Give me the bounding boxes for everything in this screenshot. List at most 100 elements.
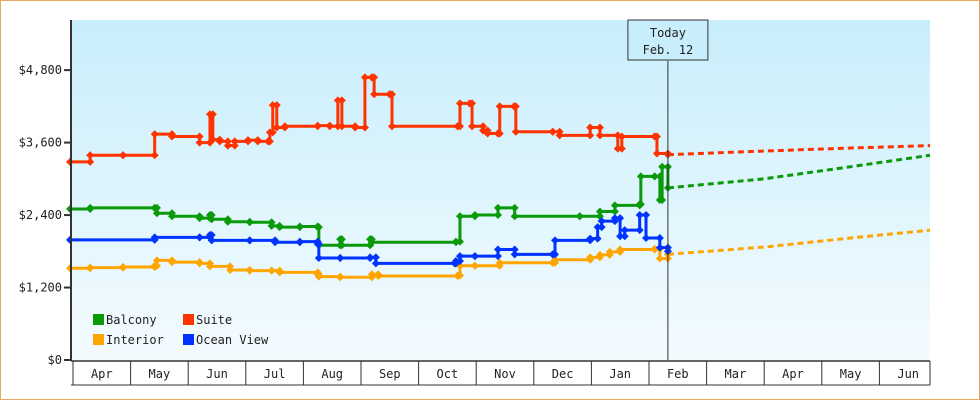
data-point	[610, 214, 619, 223]
x-tick-label: Mar	[725, 367, 747, 381]
data-point	[226, 266, 235, 275]
data-point	[575, 212, 584, 221]
data-point	[655, 243, 664, 252]
data-point	[360, 123, 369, 132]
data-point	[511, 102, 520, 111]
data-point	[658, 195, 667, 204]
data-point	[455, 252, 464, 261]
data-point	[208, 110, 217, 119]
legend-swatch	[183, 314, 194, 325]
data-point	[253, 137, 262, 146]
data-point	[455, 212, 464, 221]
x-tick-label: Aug	[321, 367, 343, 381]
data-point	[167, 258, 176, 267]
data-point	[451, 256, 460, 265]
data-point	[470, 252, 479, 261]
data-point	[642, 234, 651, 243]
data-point	[230, 137, 239, 146]
data-point	[617, 132, 626, 141]
data-point	[314, 253, 323, 262]
today-date: Feb. 12	[643, 43, 694, 57]
data-point	[337, 122, 346, 131]
data-point	[597, 223, 606, 232]
data-point	[455, 99, 464, 108]
data-point	[152, 261, 161, 270]
data-point	[510, 250, 519, 259]
x-tick-label: Sep	[379, 367, 401, 381]
data-point	[387, 90, 396, 99]
data-point	[230, 141, 239, 150]
data-point	[593, 223, 602, 232]
data-point	[215, 137, 224, 146]
data-point	[272, 101, 281, 110]
y-tick-label: $3,600	[19, 136, 62, 150]
data-point	[272, 123, 281, 132]
data-point	[275, 223, 284, 232]
data-point	[167, 212, 176, 221]
legend-swatch	[183, 334, 194, 345]
data-point	[470, 211, 479, 220]
data-point	[223, 141, 232, 150]
data-point	[620, 226, 629, 235]
x-tick-label: Dec	[552, 367, 574, 381]
data-point	[86, 151, 95, 160]
data-point	[483, 129, 492, 138]
data-point	[265, 137, 274, 146]
data-point	[267, 266, 276, 275]
data-point	[360, 73, 369, 82]
data-point	[150, 130, 159, 139]
data-point	[86, 203, 95, 212]
data-point	[195, 132, 204, 141]
data-point	[455, 237, 464, 246]
x-tick-label: Nov	[494, 367, 516, 381]
data-point	[387, 122, 396, 131]
data-point	[613, 144, 622, 153]
data-point	[313, 121, 322, 130]
x-tick-label: May	[840, 367, 862, 381]
data-point	[610, 207, 619, 216]
data-point	[597, 217, 606, 226]
x-tick-label: Jun	[206, 367, 228, 381]
data-point	[195, 233, 204, 242]
data-point	[374, 272, 383, 281]
data-point	[207, 211, 216, 220]
data-point	[493, 252, 502, 261]
data-point	[551, 250, 560, 259]
data-point	[337, 235, 346, 244]
data-point	[595, 123, 604, 132]
data-point	[207, 215, 216, 224]
today-marker: Today Feb. 12	[627, 19, 709, 360]
data-point	[636, 172, 645, 181]
x-tick-label: May	[149, 367, 171, 381]
data-point	[455, 271, 464, 280]
legend-label: Interior	[106, 333, 164, 347]
data-point	[268, 128, 277, 137]
data-point	[118, 151, 127, 160]
data-point	[118, 262, 127, 271]
data-point	[195, 214, 204, 223]
x-tick-label: Jul	[264, 367, 286, 381]
forecast-line	[667, 144, 931, 157]
data-point	[595, 131, 604, 140]
data-point	[336, 253, 345, 262]
today-box	[627, 19, 709, 61]
data-point	[650, 172, 659, 181]
data-point	[86, 263, 95, 272]
data-point	[586, 131, 595, 140]
data-point	[468, 99, 477, 108]
today-label: Today	[650, 26, 686, 40]
x-tick-label: Apr	[782, 367, 804, 381]
x-tick-label: Apr	[91, 367, 113, 381]
data-point	[295, 237, 304, 246]
plot-area	[71, 20, 930, 360]
data-point	[208, 135, 217, 144]
x-tick-label: Jun	[897, 367, 919, 381]
data-point	[511, 127, 520, 136]
data-point	[150, 233, 159, 242]
data-point	[642, 211, 651, 220]
data-point	[152, 203, 161, 212]
legend-swatch	[93, 314, 104, 325]
data-point	[495, 102, 504, 111]
data-point	[314, 272, 323, 281]
